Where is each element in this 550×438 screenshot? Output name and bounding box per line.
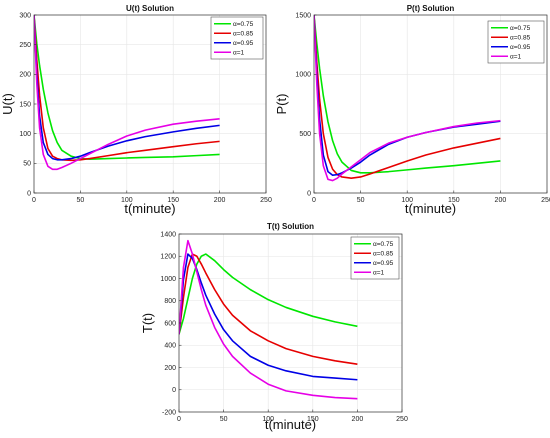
series-line-4: [314, 15, 501, 182]
y-tick-label: 200: [19, 72, 31, 79]
x-tick-label: 100: [121, 197, 133, 204]
x-tick-label: 0: [312, 197, 316, 204]
legend-label-2: α=0.85: [373, 251, 394, 258]
chart-title: T(t) Solution: [267, 222, 314, 231]
chart-3: 0 50 100 150 200 250-200020040060080010001200…: [140, 222, 408, 432]
y-tick-label: -200: [162, 409, 176, 416]
y-tick-label: 300: [19, 12, 31, 19]
x-tick-label: 50: [220, 416, 228, 423]
legend-label-3: α=0.95: [373, 260, 394, 267]
y-tick-label: 150: [19, 101, 31, 108]
series-line-2: [314, 15, 501, 179]
y-tick-label: 1000: [295, 72, 311, 79]
y-tick-label: 600: [164, 320, 176, 327]
x-tick-label: 100: [262, 416, 274, 423]
x-axis-label: t(minute): [124, 201, 175, 216]
series-line-4: [34, 15, 220, 171]
chart-2: 0 50 100 150 200 250 0 500 1000 1500 P(t) Solution…: [274, 4, 550, 216]
y-tick-label: 1400: [160, 231, 176, 238]
legend-label-1: α=0.75: [373, 241, 394, 248]
x-tick-label: 150: [307, 416, 319, 423]
x-tick-label: 150: [448, 197, 460, 204]
y-tick-label: 100: [19, 131, 31, 138]
axes-box: [313, 14, 548, 194]
y-tick-label: 400: [164, 343, 176, 350]
x-tick-label: 50: [357, 197, 365, 204]
legend: α=0.75 α=0.85 α=0.95 α=1: [487, 20, 545, 64]
y-tick-label: 1000: [160, 276, 176, 283]
legend: α=0.75 α=0.85 α=0.95 α=1: [350, 236, 400, 280]
x-axis-label: t(minute): [265, 417, 316, 432]
x-tick-label: 200: [495, 197, 507, 204]
legend-label-3: α=0.95: [233, 40, 254, 47]
x-tick-label: 0: [32, 197, 36, 204]
chart-title: P(t) Solution: [407, 4, 455, 13]
series-line-4: [179, 239, 358, 400]
series-line-2: [179, 253, 358, 365]
series-line-3: [179, 253, 358, 381]
y-tick-label: 50: [23, 161, 31, 168]
chart-1: 0 50 100 150 200 250 0 50 100 150 200 250 300 U(t) So…: [0, 4, 272, 216]
y-tick-label: 1200: [160, 254, 176, 261]
y-axis-label: T(t): [140, 313, 155, 333]
legend-label-2: α=0.85: [510, 35, 531, 42]
legend-label-4: α=1: [373, 270, 385, 277]
series-line-3: [34, 15, 220, 161]
x-tick-label: 200: [352, 416, 364, 423]
x-axis-label: t(minute): [405, 201, 456, 216]
legend-label-1: α=0.75: [510, 25, 531, 32]
x-tick-label: 100: [401, 197, 413, 204]
y-tick-label: 800: [164, 298, 176, 305]
x-tick-label: 50: [77, 197, 85, 204]
y-tick-label: 1500: [295, 12, 311, 19]
y-tick-label: 0: [307, 190, 311, 197]
x-tick-label: 0: [177, 416, 181, 423]
y-tick-label: 0: [172, 387, 176, 394]
y-tick-label: 0: [27, 190, 31, 197]
legend-label-1: α=0.75: [233, 21, 254, 28]
legend-label-4: α=1: [233, 50, 245, 57]
legend: α=0.75 α=0.85 α=0.95 α=1: [210, 16, 264, 60]
y-tick-label: 200: [164, 365, 176, 372]
x-tick-label: 200: [214, 197, 226, 204]
legend-label-4: α=1: [510, 54, 522, 61]
y-axis-label: P(t): [274, 94, 289, 115]
x-tick-label: 150: [167, 197, 179, 204]
series-line-1: [34, 15, 220, 160]
legend-label-3: α=0.95: [510, 44, 531, 51]
series-line-2: [34, 15, 220, 162]
chart-title: U(t) Solution: [126, 4, 174, 13]
legend-label-2: α=0.85: [233, 31, 254, 38]
series-line-1: [314, 15, 501, 174]
y-axis-label: U(t): [0, 93, 15, 115]
series-line-1: [179, 253, 358, 335]
x-tick-label: 250: [260, 197, 272, 204]
y-tick-label: 250: [19, 42, 31, 49]
y-tick-label: 500: [299, 131, 311, 138]
x-tick-label: 250: [396, 416, 408, 423]
x-tick-label: 250: [541, 197, 550, 204]
